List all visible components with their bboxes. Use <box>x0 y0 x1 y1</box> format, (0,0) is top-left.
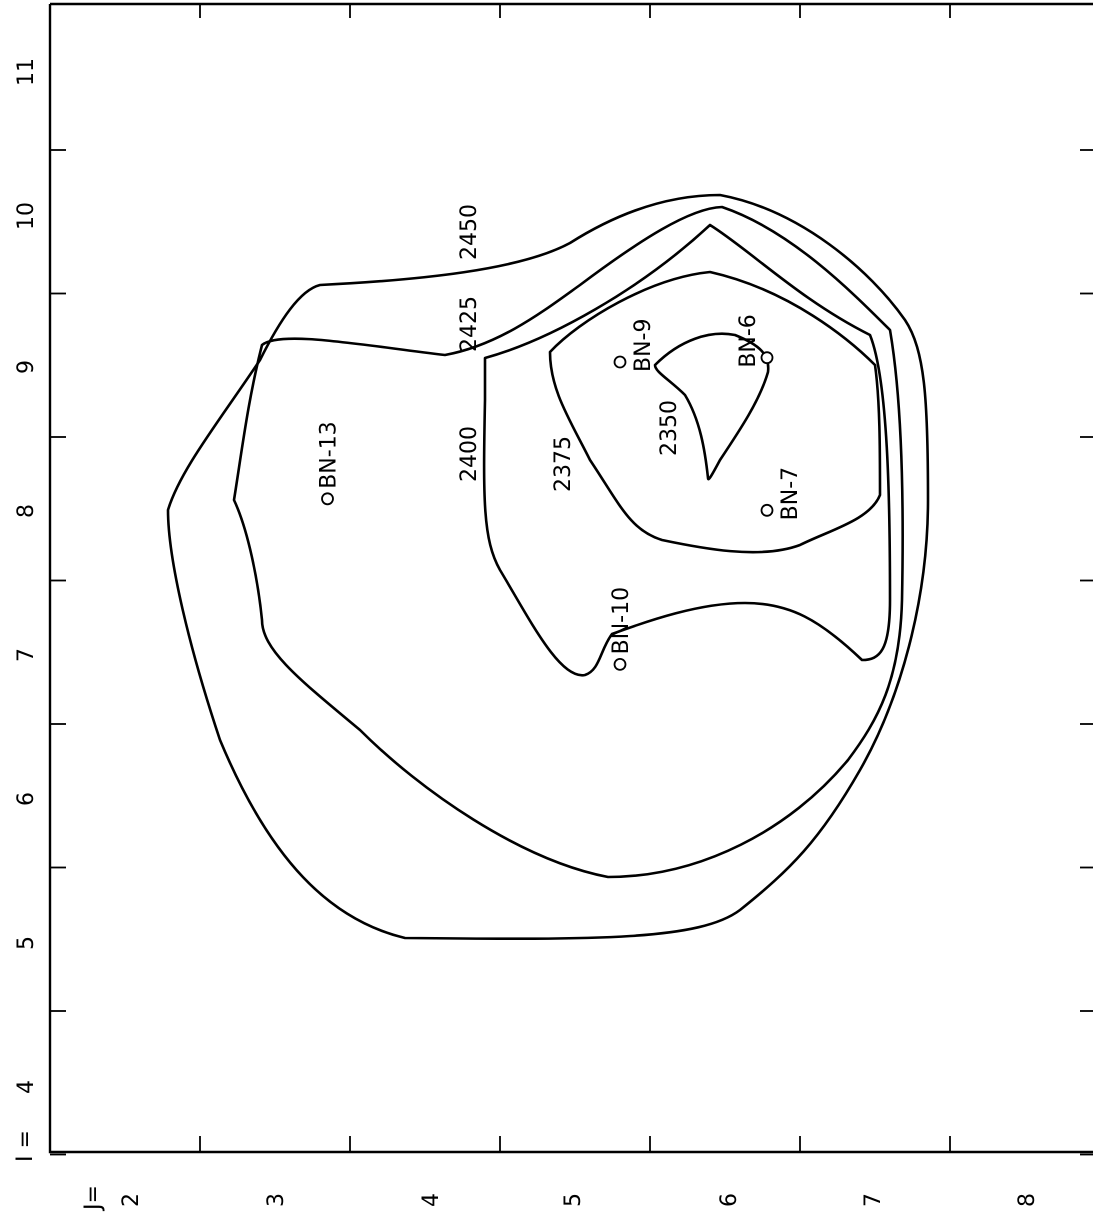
j-axis-title: J= <box>81 1185 106 1212</box>
i-tick-label-11: 11 <box>14 58 39 86</box>
wells: BN-13 BN-10 BN-9 BN-6 BN-7 <box>317 314 803 671</box>
j-tick-label-3: 3 <box>264 1193 289 1207</box>
j-tick-label-8: 8 <box>1015 1193 1040 1207</box>
well-marker-bn-9 <box>613 355 627 369</box>
contour-2375 <box>548 270 882 554</box>
well-marker-bn-10 <box>613 658 627 671</box>
contour-2400 <box>482 223 892 677</box>
j-tick-label-2: 2 <box>119 1193 144 1207</box>
contour-2350 <box>653 332 770 481</box>
contour-label-2400: 2400 <box>457 426 482 482</box>
i-tick-label-5: 5 <box>14 936 39 950</box>
j-tick-label-6: 6 <box>717 1193 742 1207</box>
contour-label-2350: 2350 <box>657 400 682 456</box>
well-marker-bn-13 <box>321 492 334 506</box>
plot-frame <box>48 4 1093 1154</box>
contour-2450 <box>166 193 930 941</box>
well-label-bn-7: BN-7 <box>778 467 803 521</box>
contour-label-2375: 2375 <box>551 436 576 492</box>
i-tick-label-6: 6 <box>14 792 39 806</box>
contour-label-2450: 2450 <box>457 204 482 260</box>
i-tick-label-8: 8 <box>14 504 39 518</box>
i-tick-label-10: 10 <box>14 202 39 230</box>
i-tick-label-9: 9 <box>14 360 39 374</box>
j-tick-label-7: 7 <box>861 1193 886 1207</box>
contour-2425 <box>232 205 904 879</box>
well-marker-bn-7 <box>760 503 774 517</box>
j-tick-label-4: 4 <box>419 1193 444 1207</box>
j-axis-ticks: 2 3 4 5 6 7 8 <box>119 4 1040 1207</box>
i-tick-label-4: 4 <box>14 1080 39 1094</box>
i-axis-title: I = <box>13 1130 38 1162</box>
i-tick-label-7: 7 <box>14 648 39 662</box>
contour-label-2425: 2425 <box>457 296 482 352</box>
well-marker-bn-6 <box>760 351 774 365</box>
well-label-bn-10: BN-10 <box>609 587 634 654</box>
i-axis-ticks: 4 5 6 7 8 9 10 11 <box>14 58 1093 1156</box>
well-label-bn-6: BN-6 <box>736 314 761 368</box>
j-tick-label-5: 5 <box>561 1193 586 1207</box>
well-label-bn-13: BN-13 <box>317 421 342 488</box>
well-label-bn-9: BN-9 <box>631 319 656 373</box>
